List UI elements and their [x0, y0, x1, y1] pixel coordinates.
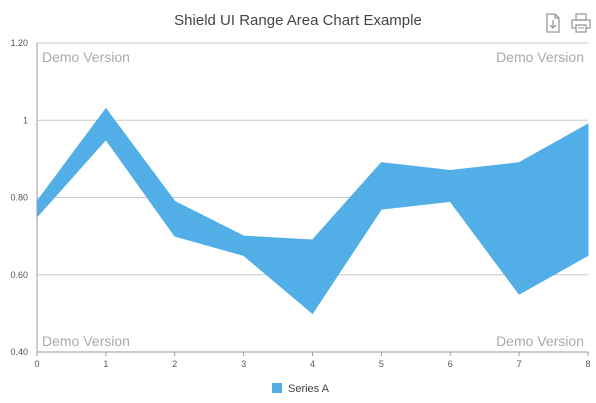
- x-tick-label: 2: [172, 359, 177, 369]
- chart-toolbar: [542, 12, 592, 34]
- x-tick-label: 5: [379, 359, 384, 369]
- watermark-text: Demo Version: [496, 333, 584, 349]
- legend-label[interactable]: Series A: [288, 383, 330, 395]
- y-tick-label: 0.40: [10, 347, 28, 357]
- y-tick-label: 1: [23, 115, 28, 125]
- watermark-text: Demo Version: [42, 333, 130, 349]
- watermark-text: Demo Version: [496, 49, 584, 65]
- x-tick-label: 7: [517, 359, 522, 369]
- y-tick-label: 1.20: [10, 38, 28, 48]
- range-area-series[interactable]: [36, 107, 589, 315]
- legend[interactable]: Series A: [272, 383, 330, 395]
- x-tick-label: 4: [310, 359, 315, 369]
- chart-title: Shield UI Range Area Chart Example: [174, 12, 422, 29]
- print-icon[interactable]: [570, 12, 592, 34]
- x-tick-label: 0: [34, 359, 39, 369]
- series-layer: [36, 107, 589, 315]
- x-tick-label: 1: [103, 359, 108, 369]
- y-tick-label: 0.80: [10, 193, 28, 203]
- axes: 0.40 0.60 0.80 1 1.20 0 1 2 3 4 5 6 7 8: [10, 38, 590, 369]
- watermark-text: Demo Version: [42, 49, 130, 65]
- export-document-icon[interactable]: [542, 12, 564, 34]
- legend-swatch[interactable]: [272, 383, 282, 393]
- watermark-layer: Demo Version Demo Version Demo Version D…: [42, 49, 584, 349]
- x-tick-label: 8: [585, 359, 590, 369]
- y-tick-label: 0.60: [10, 270, 28, 280]
- x-tick-label: 3: [241, 359, 246, 369]
- x-tick-label: 6: [448, 359, 453, 369]
